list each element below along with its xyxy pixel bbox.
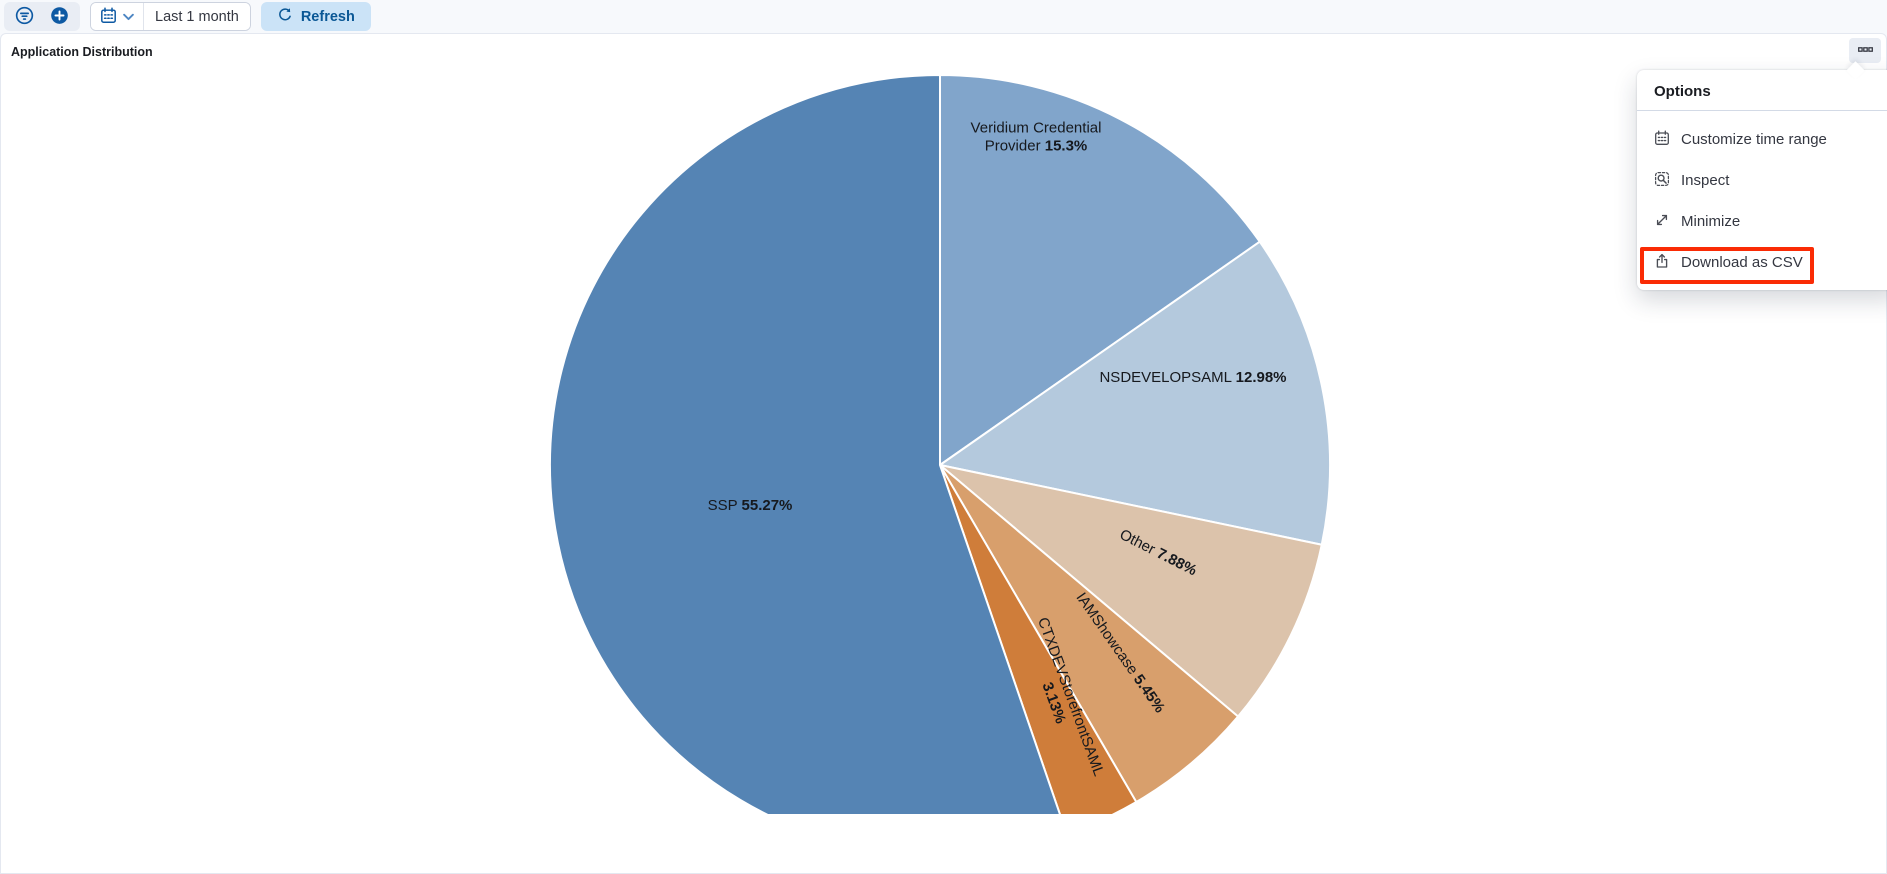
- chevron-down-icon: [123, 9, 134, 24]
- menu-item-download-csv[interactable]: Download as CSV: [1637, 242, 1887, 283]
- refresh-label: Refresh: [301, 9, 355, 25]
- calendar-icon: [100, 7, 117, 27]
- menu-item-label: Inspect: [1681, 172, 1729, 189]
- filter-controls: [4, 2, 80, 31]
- add-filter-button[interactable]: [50, 6, 69, 28]
- filter-options-button[interactable]: [15, 6, 34, 28]
- time-range-value[interactable]: Last 1 month: [144, 3, 250, 30]
- options-popover-title: Options: [1637, 70, 1887, 111]
- panel-options-button[interactable]: [1849, 38, 1881, 63]
- panel-title: Application Distribution: [11, 45, 153, 59]
- filter-circle-icon: [15, 6, 34, 28]
- refresh-icon: [277, 7, 293, 27]
- minimize-icon: [1654, 212, 1670, 232]
- refresh-button[interactable]: Refresh: [261, 2, 371, 31]
- menu-item-minimize[interactable]: Minimize: [1637, 201, 1887, 242]
- menu-item-inspect[interactable]: Inspect: [1637, 160, 1887, 201]
- menu-item-label: Download as CSV: [1681, 254, 1803, 271]
- toolbar: Last 1 month Refresh: [0, 0, 1887, 33]
- calendar-icon: [1654, 130, 1670, 150]
- boxed-ellipsis-icon: [1857, 41, 1874, 61]
- time-range-picker: Last 1 month: [90, 2, 251, 31]
- menu-item-label: Customize time range: [1681, 131, 1827, 148]
- options-popover: Options Customize time range: [1637, 70, 1887, 290]
- time-range-calendar-button[interactable]: [91, 3, 144, 30]
- menu-item-customize-time-range[interactable]: Customize time range: [1637, 119, 1887, 160]
- plus-circle-icon: [50, 6, 69, 28]
- options-menu-list: Customize time range Inspect Minimiz: [1637, 111, 1887, 283]
- download-icon: [1654, 253, 1670, 273]
- inspect-icon: [1654, 171, 1670, 191]
- menu-item-label: Minimize: [1681, 213, 1740, 230]
